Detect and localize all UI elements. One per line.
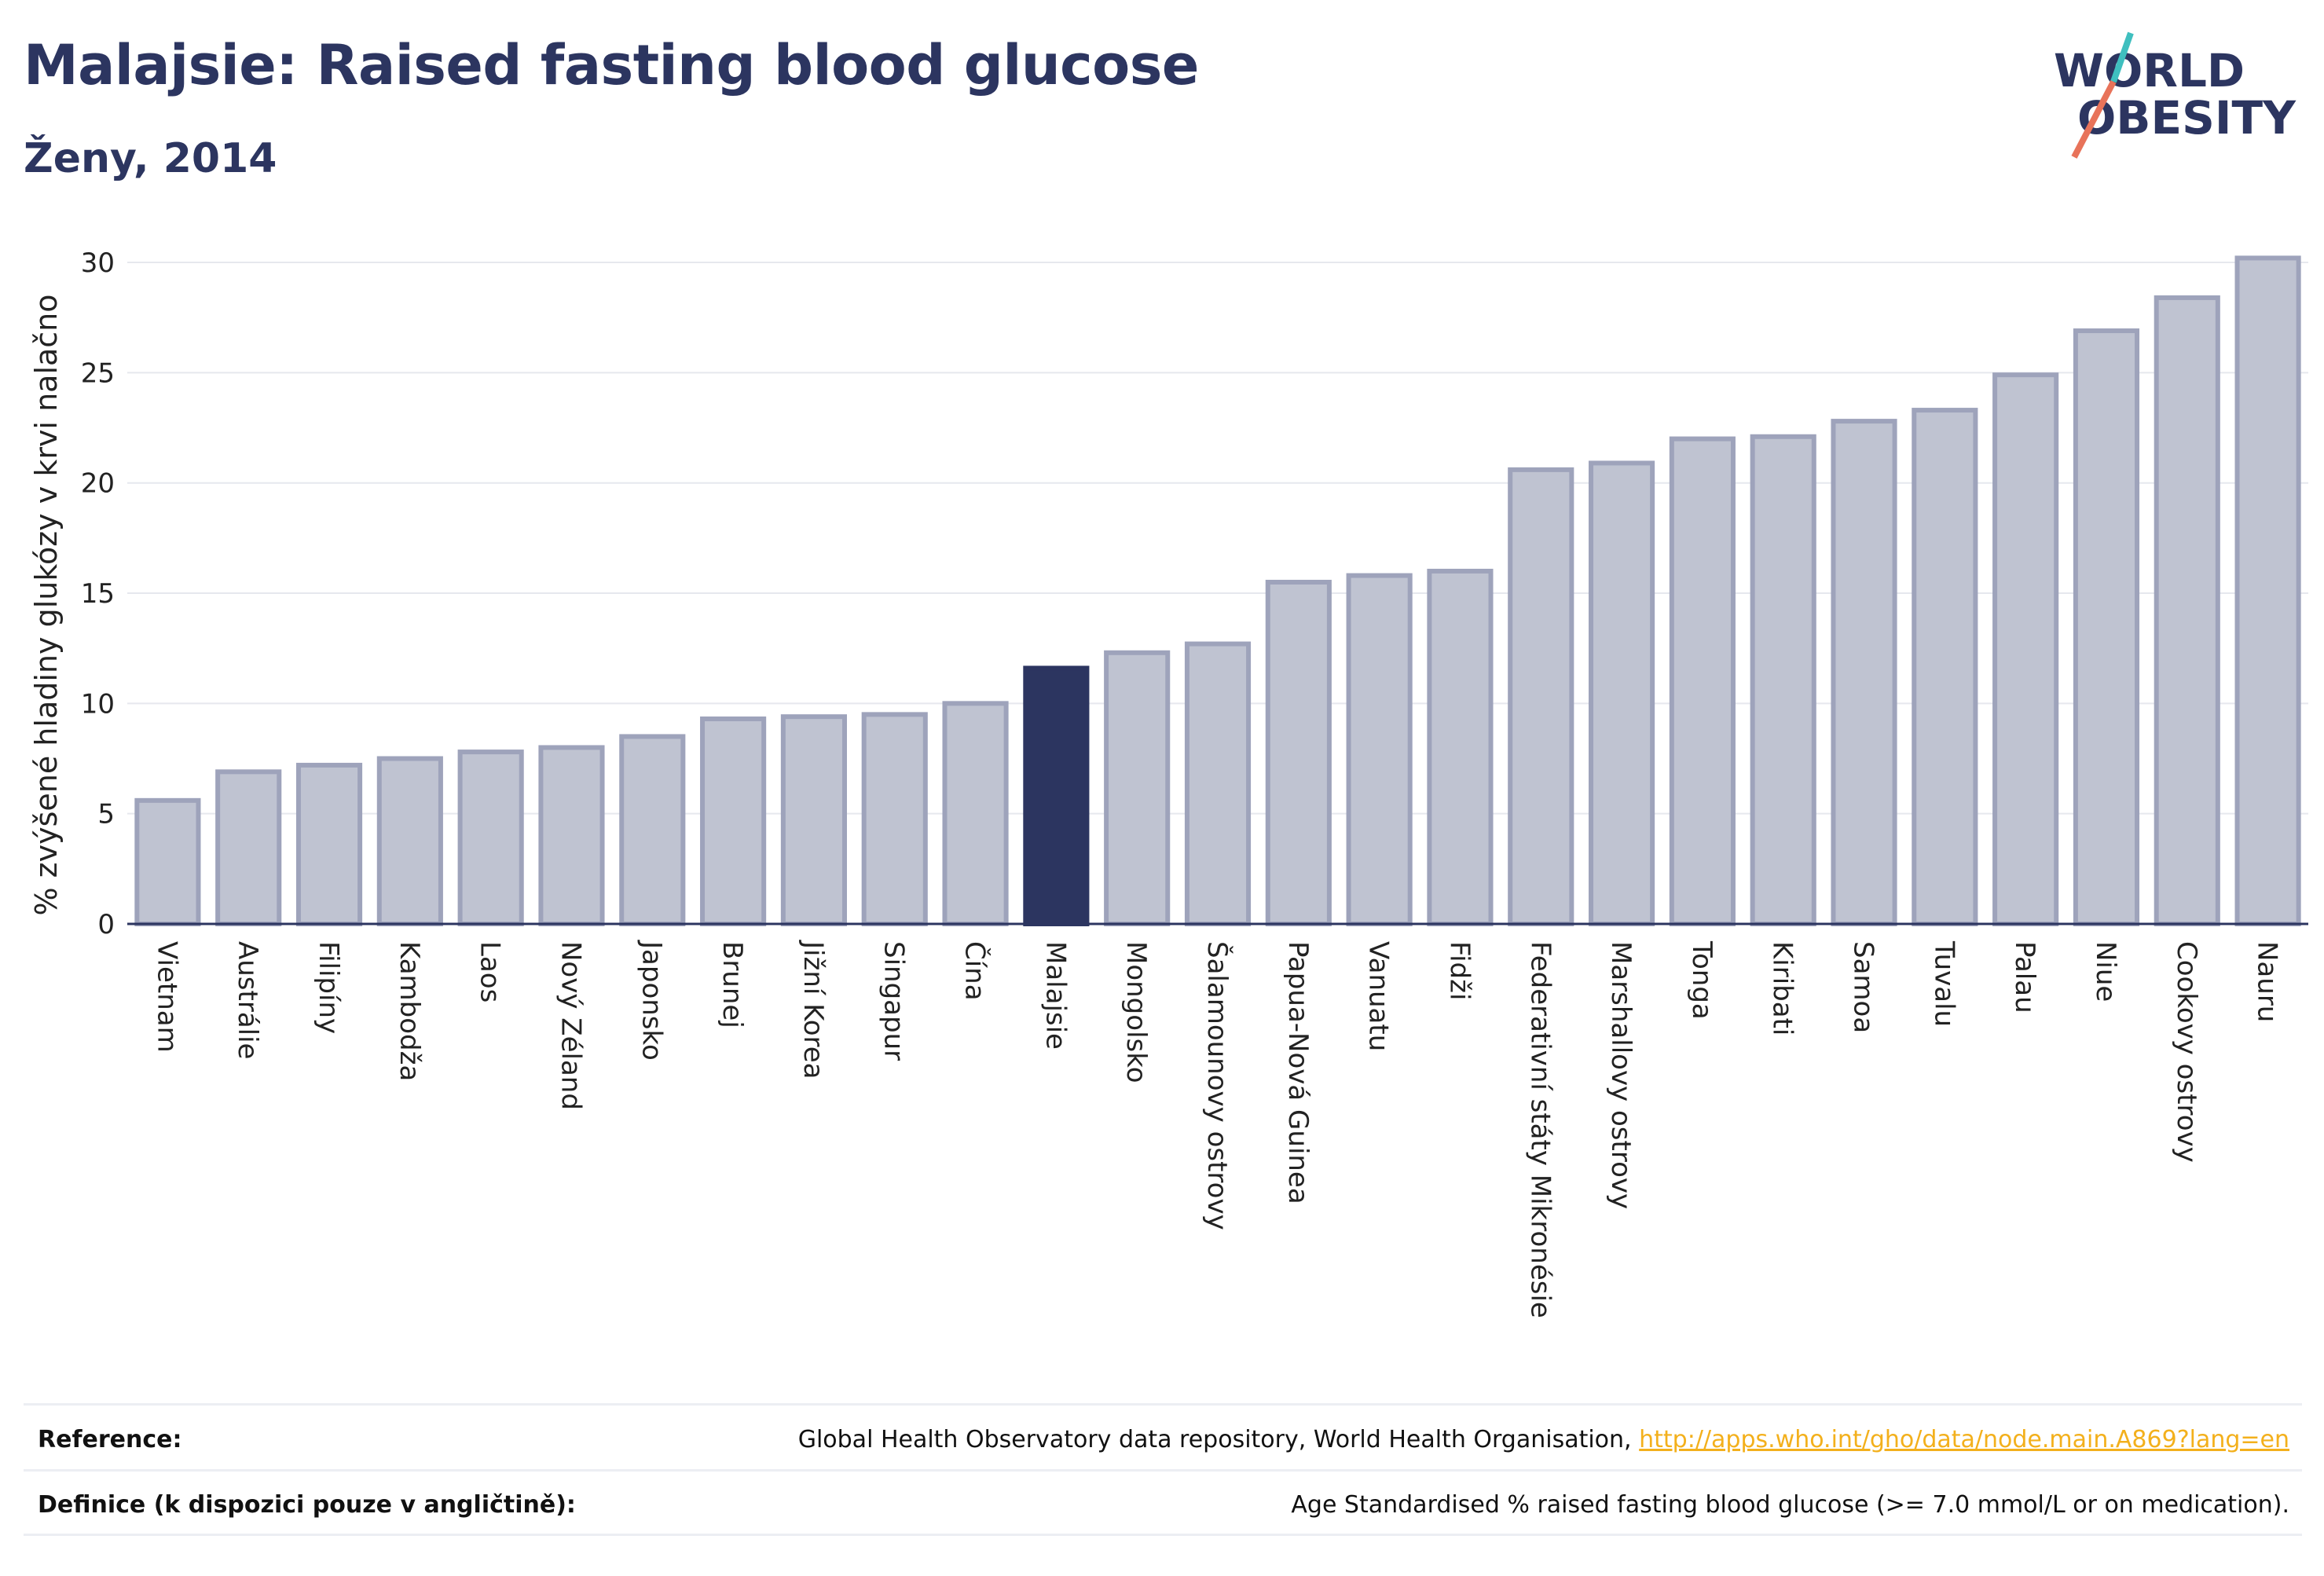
bar[interactable]	[1427, 568, 1494, 926]
x-tick-label: Marshallovy ostrovy	[1605, 941, 1637, 1209]
bar[interactable]	[1912, 408, 1978, 926]
x-tick-label: Singapur	[878, 941, 910, 1061]
bar[interactable]	[1831, 419, 1897, 926]
bar-chart: 0 5 10 15 20 25 30 Vietnam Austrálie Filipíny Kam…	[29, 247, 2308, 1318]
y-tick-label: 30	[81, 247, 115, 279]
x-tick-label: Čína	[959, 941, 992, 1001]
bar[interactable]	[1750, 434, 1816, 926]
x-tick-label: Šalamounovy ostrovy	[1201, 941, 1233, 1230]
bar[interactable]	[295, 762, 363, 926]
x-tick-label: Tonga	[1686, 940, 1717, 1020]
x-tick-label: Kambodža	[394, 941, 425, 1081]
definition-text: Age Standardised % raised fasting blood …	[1291, 1491, 2289, 1519]
bar[interactable]	[619, 734, 686, 926]
y-axis-label: % zvýšené hladiny glukózy v krvi nalačno	[29, 294, 64, 915]
bar[interactable]	[861, 712, 928, 927]
x-tick-label: Vanuatu	[1363, 941, 1395, 1051]
x-tick-label: Mongolsko	[1120, 941, 1152, 1083]
x-tick-label: Laos	[475, 941, 506, 1002]
x-tick-label: Filipíny	[313, 941, 344, 1034]
bar[interactable]	[1346, 573, 1413, 927]
bar[interactable]	[1104, 650, 1171, 926]
bar[interactable]	[2154, 295, 2220, 927]
x-tick-label: Japonsko	[636, 940, 667, 1061]
definition-label: Definice (k dispozici pouze v angličtině…	[38, 1491, 576, 1519]
x-tick-label: Papua-Nová Guinea	[1282, 941, 1314, 1204]
x-tick-label: Austrálie	[232, 941, 263, 1059]
x-tick-label: Tuvalu	[1928, 940, 1959, 1027]
bar[interactable]	[2234, 255, 2301, 926]
x-tick-label: Niue	[2090, 941, 2121, 1002]
y-tick-label: 20	[81, 468, 115, 500]
x-tick-label: Fidži	[1443, 941, 1475, 1000]
bar[interactable]	[376, 756, 443, 926]
bar[interactable]	[1589, 460, 1655, 926]
y-tick-labels: 0 5 10 15 20 25 30	[81, 247, 115, 940]
logo-line1: WORLD	[2054, 44, 2245, 97]
bar[interactable]	[2073, 328, 2140, 926]
x-tick-label: Nový Zéland	[555, 941, 586, 1110]
bar[interactable]	[215, 769, 282, 926]
bar[interactable]	[942, 701, 1009, 926]
bar[interactable]	[1023, 665, 1090, 926]
x-tick-label: Samoa	[1848, 941, 1879, 1033]
x-tick-label: Cookovy ostrovy	[2171, 941, 2202, 1163]
logo-slash-coral	[2071, 80, 2117, 159]
x-tick-labels: Vietnam Austrálie Filipíny Kambodža Laos Nový…	[151, 940, 2282, 1318]
reference-label: Reference:	[38, 1426, 182, 1453]
bar[interactable]	[1992, 372, 2059, 926]
y-tick-label: 10	[81, 688, 115, 720]
bar[interactable]	[1669, 436, 1736, 926]
bar[interactable]	[538, 745, 605, 926]
x-tick-label: Jižní Korea	[797, 940, 829, 1079]
x-tick-label: Malajsie	[1039, 941, 1071, 1050]
bar[interactable]	[134, 797, 201, 926]
bar[interactable]	[700, 716, 767, 926]
reference-source: Global Health Observatory data repositor…	[797, 1426, 1632, 1453]
footer-divider-middle	[24, 1469, 2302, 1472]
x-tick-label: Vietnam	[151, 941, 182, 1053]
bars	[134, 255, 2301, 927]
chart-title: Malajsie: Raised fasting blood glucose	[24, 33, 1199, 97]
bar[interactable]	[780, 714, 847, 926]
reference-link[interactable]: http://apps.who.int/gho/data/node.main.A…	[1639, 1426, 2289, 1453]
x-tick-label: Kiribati	[1767, 941, 1798, 1035]
chart-subtitle: Ženy, 2014	[24, 135, 277, 182]
logo-line2: OBESITY	[2077, 91, 2297, 145]
x-tick-label: Palau	[2009, 941, 2040, 1013]
y-tick-label: 15	[81, 578, 115, 610]
y-tick-label: 5	[97, 799, 115, 830]
bar[interactable]	[457, 750, 524, 926]
logo-slash-teal	[2110, 31, 2134, 83]
reference-text: Global Health Observatory data repositor…	[798, 1426, 2289, 1453]
footer-divider-top	[24, 1403, 2302, 1406]
x-tick-label: Nauru	[2252, 941, 2283, 1022]
y-tick-label: 0	[97, 909, 115, 940]
bar[interactable]	[1184, 641, 1252, 926]
bar[interactable]	[1508, 467, 1574, 926]
bar[interactable]	[1265, 579, 1332, 926]
x-tick-label: Federativní státy Mikronésie	[1524, 941, 1556, 1318]
x-tick-label: Brunej	[717, 941, 748, 1028]
footer-divider-bottom	[24, 1534, 2302, 1536]
world-obesity-logo: WORLD OBESITY	[2054, 31, 2297, 159]
y-tick-label: 25	[81, 357, 115, 389]
